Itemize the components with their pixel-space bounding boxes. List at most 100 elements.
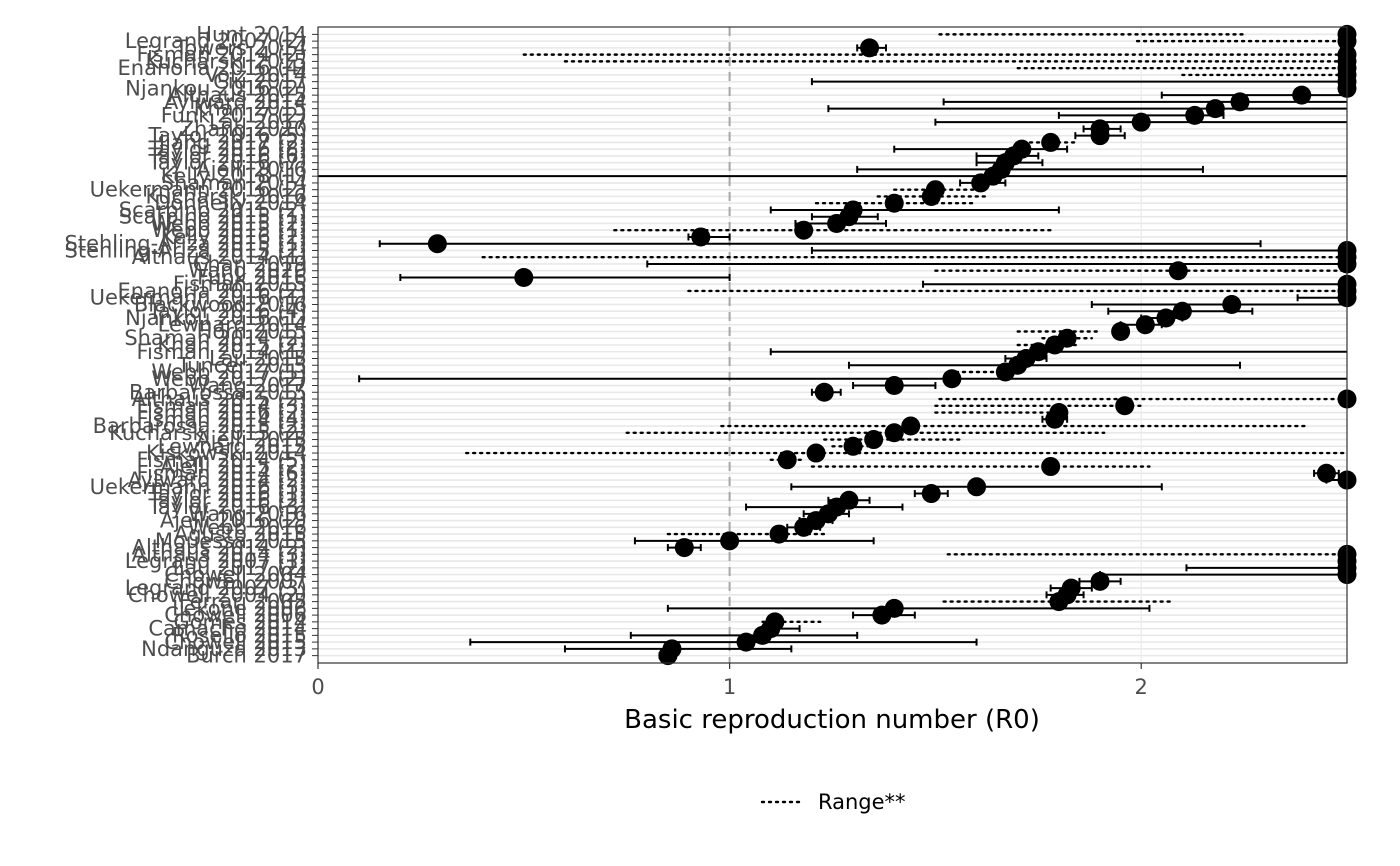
y-tick-label: Taylor 2016 (6)	[147, 144, 307, 168]
y-tick-label: Taylor 2016 (7)	[147, 151, 307, 175]
y-tick-label: Kelly 2018 (1)	[161, 164, 307, 188]
y-tick-label: Lau 2017	[209, 110, 307, 134]
y-tick-label: Wang 2016	[188, 502, 307, 526]
y-tick-label: Chowell 2004	[164, 563, 307, 587]
y-tick-label: Fisman 2015	[173, 272, 307, 296]
estimate-point	[884, 193, 904, 213]
y-tick-label: Ajelli 2015 (2)	[160, 455, 307, 479]
estimate-point	[827, 213, 847, 233]
y-tick-label: Khan 2015	[194, 97, 307, 121]
y-tick-label: Aylward 2014 (2)	[128, 468, 307, 492]
y-tick-label: Fisman 2014 (2)	[136, 43, 307, 67]
estimate-point	[1222, 294, 1242, 314]
y-tick-label: Ferrari 2005	[179, 590, 307, 614]
estimate-point	[806, 443, 826, 463]
estimate-point	[1090, 126, 1110, 146]
y-tick-label: Enanoria 2016 (2)	[118, 279, 307, 303]
estimate-point	[921, 484, 941, 504]
estimate-point	[1292, 85, 1312, 105]
y-tick-label: Jiang 2017 (2)	[157, 130, 307, 154]
estimate-point	[1049, 592, 1069, 612]
y-tick-label: Chowell 2006	[164, 603, 307, 627]
estimate-point	[1090, 571, 1110, 591]
y-tick-label: Camacho 2014	[148, 617, 307, 641]
y-tick-label: Lau 2015	[209, 347, 307, 371]
estimate-point	[427, 234, 447, 254]
estimate-point	[736, 632, 756, 652]
estimate-point	[720, 531, 740, 551]
y-tick-label: Funk 2017 (2)	[161, 103, 307, 127]
estimate-point	[514, 267, 534, 287]
estimate-point	[769, 524, 789, 544]
y-tick-label: Shaman 2014 (2)	[124, 326, 307, 350]
y-tick-label: Barbarossa 2015 (2)	[93, 414, 307, 438]
y-tick-label: Shaman 2014	[161, 171, 307, 195]
estimate-point	[967, 477, 987, 497]
y-tick-label: Taylor 2016 (5)	[147, 124, 307, 148]
y-tick-label: Scarpino 2015 (2)	[119, 198, 307, 222]
y-tick-label: Webb 2015 (1)	[151, 218, 307, 242]
y-tick-label: Uekermann 2016 (2)	[90, 178, 307, 202]
estimate-point	[1185, 105, 1205, 125]
y-tick-label: Uekermann 2016 (3)	[90, 475, 307, 499]
estimate-point	[658, 646, 678, 666]
estimate-point	[1172, 301, 1192, 321]
estimate-point	[884, 376, 904, 396]
y-tick-label: Fisman 2014 (4)	[136, 407, 307, 431]
y-tick-label: Uekermann 2016 (1)	[90, 286, 307, 310]
y-tick-label: Barbarossa 2015	[129, 380, 307, 404]
x-tick-label: 1	[723, 675, 736, 699]
y-tick-label: Ajelli 2016 (2)	[160, 509, 307, 533]
estimate-point	[1045, 335, 1065, 355]
estimate-point	[864, 430, 884, 450]
y-tick-label: Ajelli 2015	[196, 428, 307, 452]
y-tick-label: Legrand 2007 (3)	[125, 576, 307, 600]
y-tick-label: Zhang 2020	[180, 117, 307, 141]
estimate-point	[1168, 261, 1188, 281]
y-tick-label: Fisman 2014 (1)	[136, 340, 307, 364]
estimate-point	[1041, 457, 1061, 477]
y-tick-label: Taylor 2016 (4)	[147, 299, 307, 323]
y-tick-label: Webb 2016	[188, 515, 307, 539]
estimate-point	[995, 362, 1015, 382]
y-tick-label: Aylward 2014	[164, 90, 307, 114]
y-tick-label: Kelly 2016 (2)	[161, 225, 307, 249]
y-tick-label: Ajelli 2016	[196, 157, 307, 181]
y-tick-label: Kucharski 2015 (2)	[109, 421, 307, 445]
estimate-point	[901, 416, 921, 436]
y-tick-label: Funk 2016	[197, 265, 307, 289]
y-tick-label: Taylor 2016 (3)	[147, 495, 307, 519]
y-tick-label: Chowell 2015	[164, 630, 307, 654]
estimate-point	[674, 538, 694, 558]
y-tick-label: Volz 2014	[204, 63, 307, 87]
y-tick-label: Enanoria 2016 (4)	[118, 56, 307, 80]
estimate-point	[1111, 321, 1131, 341]
y-tick-label: Lewnard 2015	[158, 434, 307, 458]
y-tick-label: Kucharski 2016	[146, 184, 307, 208]
y-tick-label: Chowell 2007	[164, 569, 307, 593]
estimate-point	[971, 173, 991, 193]
estimate-point	[1230, 92, 1250, 112]
y-tick-label: Burch 2017	[186, 644, 307, 668]
estimate-point	[1131, 112, 1151, 132]
y-tick-label: Agusto 2015	[174, 522, 307, 546]
y-tick-label: Rosello 2015	[172, 623, 307, 647]
legend-label-range: Range**	[818, 790, 906, 814]
y-tick-label: Scarpino 2015 (1)	[119, 205, 307, 229]
y-tick-label: Taylor 2016 (1)	[147, 482, 307, 506]
y-tick-label: Ciu 2017	[213, 70, 307, 94]
y-tick-label: Althaus 2015	[168, 83, 307, 107]
y-tick-label: Donnelly 2014	[154, 191, 307, 215]
y-tick-label: Tuncer 2015	[177, 353, 307, 377]
estimate-point	[884, 423, 904, 443]
y-tick-label: Taylor 2016 (2)	[147, 488, 307, 512]
x-axis-label: Basic reproduction number (R0)	[624, 705, 1040, 735]
estimate-point	[794, 220, 814, 240]
y-tick-label: Kiskowski 2014	[146, 441, 307, 465]
estimate-point	[1115, 396, 1135, 416]
y-tick-label: Stehling-Ariza 2015 (2)	[65, 238, 307, 262]
y-tick-label: Legrand 2007 (1)	[125, 549, 307, 573]
x-tick-label: 0	[311, 675, 324, 699]
x-axis-ticks: 0 1 2	[311, 663, 1148, 699]
y-tick-label: Njankou 2016 (2)	[125, 76, 307, 100]
